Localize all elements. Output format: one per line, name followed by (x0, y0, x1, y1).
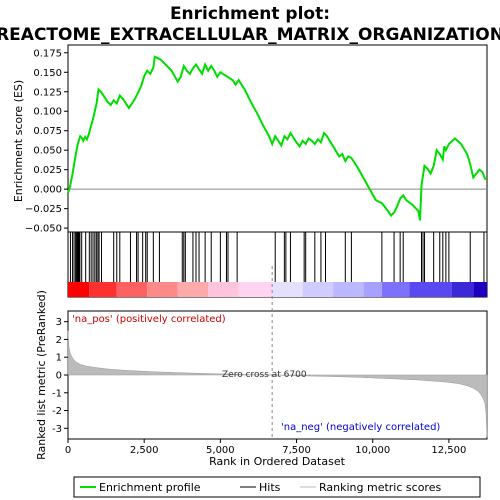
chart-title-line1: Enrichment plot: (170, 4, 330, 24)
rank-y-tick-label: -1 (52, 388, 62, 399)
x-tick-label: 5,000 (206, 445, 235, 456)
rank-color-segment (68, 282, 90, 297)
x-tick-label: 12,500 (431, 445, 466, 456)
rank-y-axis: -3 -2 -1 0 1 2 3 (52, 317, 68, 435)
legend: Enrichment profile Hits Ranking metric s… (73, 476, 481, 498)
rank-y-tick-label: -2 (52, 406, 62, 417)
rank-y-tick-label: 0 (56, 371, 62, 382)
ranking-metric-area (67, 330, 488, 438)
x-tick-label: 2,500 (130, 445, 159, 456)
rank-color-segment (381, 282, 410, 297)
rank-color-segment (238, 282, 273, 297)
x-tick-label: 10,000 (355, 445, 390, 456)
rank-color-segment (451, 282, 474, 297)
rank-color-segment (208, 282, 239, 297)
zero-cross-label: Zero cross at 6700 (222, 370, 307, 380)
es-panel: −0.050 −0.025 0.000 0.025 0.050 0.075 0.100 0.1… (12, 44, 488, 235)
pos-correlated-label: 'na_pos' (positively correlated) (72, 314, 226, 325)
es-y-tick-label: 0.100 (33, 107, 62, 118)
enrichment-profile-line (67, 55, 487, 221)
hit-markers (69, 232, 485, 282)
rank-color-segment (272, 282, 303, 297)
rank-color-segment (177, 282, 209, 297)
rank-color-segment (89, 282, 117, 297)
es-y-axis: −0.050 −0.025 0.000 0.025 0.050 0.075 0.100 0.1… (25, 48, 68, 235)
rank-y-tick-label: 1 (56, 353, 62, 364)
rank-color-bar (68, 282, 487, 297)
es-y-tick-label: 0.025 (33, 165, 62, 176)
hits-panel (67, 231, 488, 298)
neg-correlated-label: 'na_neg' (negatively correlated) (281, 422, 440, 433)
rank-color-segment (116, 282, 148, 297)
es-y-axis-label: Enrichment score (ES) (12, 80, 25, 202)
es-y-tick-label: −0.050 (25, 224, 62, 235)
rank-y-tick-label: 2 (56, 335, 62, 346)
x-axis: 0 2,500 5,000 7,500 10,000 12,500 (65, 439, 466, 456)
es-y-tick-label: 0.125 (33, 87, 62, 98)
es-y-tick-label: 0.050 (33, 146, 62, 157)
legend-profile-label: Enrichment profile (99, 481, 201, 494)
rank-color-segment (473, 282, 487, 297)
rank-y-tick-label: -3 (52, 424, 62, 435)
rank-y-tick-label: 3 (56, 317, 62, 328)
rank-color-segment (363, 282, 382, 297)
es-y-tick-label: 0.000 (33, 185, 62, 196)
es-y-tick-label: 0.175 (33, 48, 62, 59)
rank-color-segment (333, 282, 364, 297)
chart-title-line2: REACTOME_EXTRACELLULAR_MATRIX_ORGANIZATI… (0, 25, 500, 45)
rank-color-segment (147, 282, 178, 297)
legend-frame (73, 476, 481, 498)
es-y-tick-label: −0.025 (25, 204, 62, 215)
es-y-tick-label: 0.075 (33, 126, 62, 137)
x-tick-label: 0 (65, 445, 71, 456)
x-axis-label: Rank in Ordered Dataset (209, 455, 346, 468)
rank-color-segment (409, 282, 452, 297)
legend-metric-label: Ranking metric scores (319, 481, 441, 494)
rank-y-axis-label: Ranked list metric (PreRanked) (35, 290, 48, 460)
es-y-tick-label: 0.150 (33, 68, 62, 79)
legend-hits-label: Hits (259, 481, 281, 494)
rank-color-segment (302, 282, 334, 297)
rank-panel: -3 -2 -1 0 1 2 3 'na_pos' (positively correlat… (35, 266, 488, 460)
x-tick-label: 7,500 (282, 445, 311, 456)
